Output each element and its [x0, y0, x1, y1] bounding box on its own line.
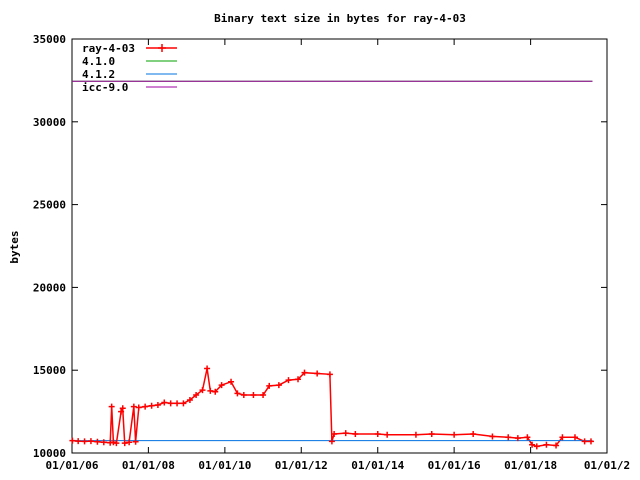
data-point	[529, 441, 536, 448]
data-point	[559, 434, 566, 441]
x-tick-label: 01/01/14	[351, 459, 404, 472]
data-point	[130, 403, 137, 410]
plot-border	[71, 38, 608, 454]
data-point	[199, 387, 206, 394]
data-point	[75, 438, 82, 445]
data-point	[514, 435, 521, 442]
y-tick-label: 30000	[33, 116, 66, 129]
data-point	[207, 387, 214, 394]
data-point	[118, 408, 125, 415]
data-point	[180, 400, 187, 407]
data-point	[94, 438, 101, 445]
series-line-ray-4-03	[72, 368, 591, 448]
data-point	[326, 371, 333, 378]
data-point	[193, 392, 200, 399]
x-tick-label: 01/01/06	[46, 459, 99, 472]
data-point	[148, 402, 155, 409]
data-point	[412, 431, 419, 438]
data-point	[87, 438, 94, 445]
x-tick-label: 01/01/10	[198, 459, 251, 472]
legend-label: ray-4-03	[82, 42, 135, 55]
x-tick-label: 01/01/18	[504, 459, 557, 472]
data-point	[212, 388, 219, 395]
y-tick-label: 25000	[33, 199, 66, 212]
plot-area	[71, 38, 608, 454]
x-tick-label: 01/01/08	[122, 459, 175, 472]
series-lines	[72, 80, 593, 448]
data-point	[174, 400, 181, 407]
data-point	[69, 437, 76, 444]
data-point	[352, 430, 359, 437]
data-point	[553, 442, 560, 449]
x-tick-label: 01/01/2	[584, 459, 630, 472]
data-point	[505, 434, 512, 441]
data-point	[119, 405, 126, 412]
data-point	[186, 397, 193, 404]
x-axis: 01/01/06 01/01/08 01/01/10 01/01/12 01/01/14…	[46, 39, 630, 472]
data-point	[110, 439, 117, 446]
data-point	[285, 377, 292, 384]
data-point	[142, 403, 149, 410]
data-point	[533, 443, 540, 450]
data-point	[218, 382, 225, 389]
data-point	[234, 390, 241, 397]
data-point	[126, 439, 133, 446]
data-point	[581, 438, 588, 445]
x-tick-label: 01/01/12	[275, 459, 328, 472]
data-point	[121, 440, 128, 447]
data-point	[154, 401, 161, 408]
y-tick-label: 15000	[33, 364, 66, 377]
data-point	[428, 430, 435, 437]
data-point	[451, 431, 458, 438]
y-tick-label: 35000	[33, 33, 66, 46]
data-point	[384, 431, 391, 438]
data-point	[135, 404, 142, 411]
data-point	[132, 438, 139, 445]
data-point	[374, 430, 381, 437]
y-axis: 10000 15000 20000 25000 30000 35000	[33, 33, 607, 460]
data-point	[543, 441, 550, 448]
y-tick-label: 10000	[33, 447, 66, 460]
y-axis-label: bytes	[8, 230, 21, 263]
data-point	[161, 399, 168, 406]
x-tick-label: 01/01/16	[428, 459, 481, 472]
data-point	[489, 433, 496, 440]
data-point	[331, 430, 338, 437]
data-point	[167, 400, 174, 407]
y-tick-label: 20000	[33, 281, 66, 294]
legend-label: icc-9.0	[82, 81, 128, 94]
data-point	[240, 392, 247, 399]
legend-marker	[158, 44, 166, 52]
data-point	[524, 434, 531, 441]
data-point	[571, 434, 578, 441]
data-point	[314, 370, 321, 377]
data-point	[204, 365, 211, 372]
data-point	[260, 392, 267, 399]
data-point	[228, 378, 235, 385]
legend-label: 4.1.0	[82, 55, 115, 68]
data-point	[470, 430, 477, 437]
data-point	[342, 430, 349, 437]
data-point	[108, 403, 115, 410]
data-point	[113, 440, 120, 447]
data-point	[295, 376, 302, 383]
chart-title: Binary text size in bytes for ray-4-03	[214, 12, 466, 25]
data-point	[100, 439, 107, 446]
data-point	[250, 392, 257, 399]
data-point	[587, 438, 594, 445]
series-markers	[69, 365, 594, 450]
legend-label: 4.1.2	[82, 68, 115, 81]
data-point	[301, 369, 308, 376]
data-point	[81, 438, 88, 445]
data-point	[266, 382, 273, 389]
data-point	[275, 382, 282, 389]
data-point	[328, 438, 335, 445]
